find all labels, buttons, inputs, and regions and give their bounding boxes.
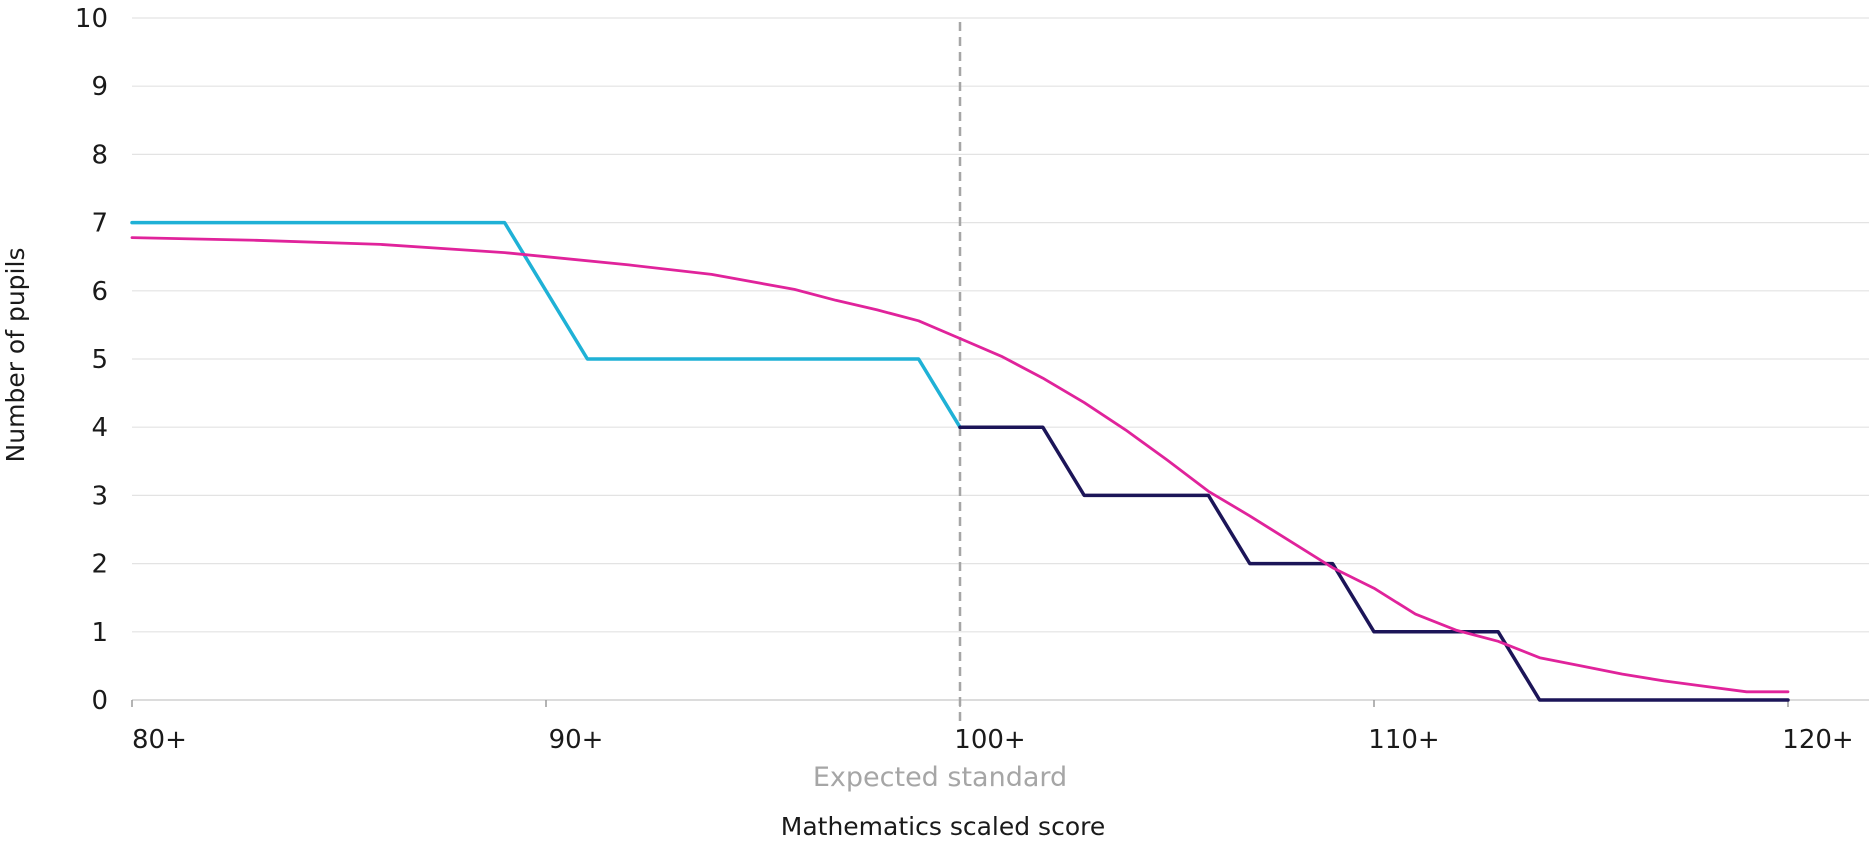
y-tick-label: 2: [91, 550, 108, 580]
y-tick-label: 3: [91, 481, 108, 511]
y-tick-label: 5: [91, 345, 108, 375]
y-tick-label: 4: [91, 413, 108, 443]
y-axis-ticks: 0 1 2 3 4 5 6 7 8 9 10: [75, 4, 108, 716]
reference-line-group: Expected standard: [813, 22, 1067, 793]
expected-standard-label: Expected standard: [813, 762, 1067, 793]
x-tick-label: 80+: [132, 725, 187, 755]
x-axis-title: Mathematics scaled score: [781, 812, 1105, 841]
series-line-above-expected: [958, 425, 1790, 702]
series-lines: [130, 220, 1790, 702]
x-tick-label: 120+: [1782, 725, 1853, 755]
y-tick-label: 6: [91, 277, 108, 307]
series-line-below-expected: [130, 220, 962, 429]
y-tick-label: 10: [75, 4, 108, 34]
x-tick-label: 110+: [1368, 725, 1439, 755]
y-axis-title: Number of pupils: [1, 248, 30, 463]
y-tick-label: 8: [91, 140, 108, 170]
y-tick-label: 0: [91, 686, 108, 716]
x-tick-label: 100+: [954, 725, 1025, 755]
y-tick-label: 9: [91, 72, 108, 102]
y-tick-label: 1: [91, 618, 108, 648]
x-axis-ticks: 80+ 90+ 100+ 110+ 120+: [131, 700, 1854, 755]
y-tick-label: 7: [91, 209, 108, 239]
gridlines: [132, 17, 1869, 701]
x-tick-label: 90+: [549, 725, 604, 755]
series-line-trend: [130, 236, 1790, 694]
